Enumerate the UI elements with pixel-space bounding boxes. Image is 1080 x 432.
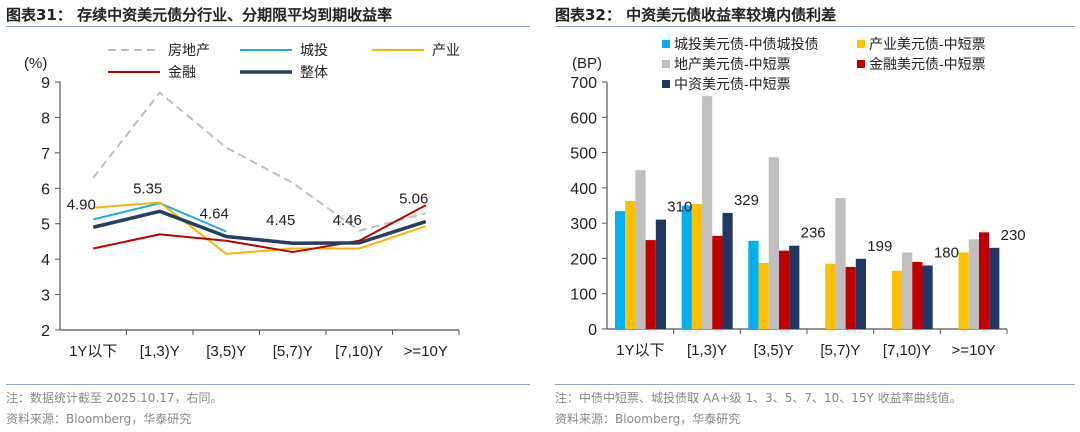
right-note: 注：中债中短票、城投债取 AA+级 1、3、5、7、10、15Y 收益率曲线值。 [555,391,962,405]
bar [778,250,790,329]
y-tick-label: 500 [570,146,597,163]
legend-swatch [662,60,670,68]
data-label: 230 [1001,227,1026,244]
bar [768,157,779,329]
x-tick-label: [1,3)Y [687,342,727,359]
x-tick-label: [7,10)Y [335,343,383,360]
series-line-房地产 [92,91,427,232]
right-title-rule [555,26,1075,27]
legend-label: 城投 [300,42,328,58]
bar [958,252,969,329]
bar [702,96,713,329]
data-label: 4.45 [266,212,295,229]
data-label: 199 [867,238,892,255]
right-chart-title: 图表32： 中资美元债收益率较境内债利差 [555,6,837,24]
series-line-产业 [93,201,427,255]
right-footer-rule [555,384,1075,385]
y-tick-label: 700 [570,75,597,92]
right-source: 资料来源：Bloomberg，华泰研究 [555,412,741,426]
bar [825,263,836,329]
bar [712,235,723,329]
legend-label: 产业 [432,42,460,58]
y-tick-label: 300 [570,216,597,233]
data-label: 4.64 [200,205,229,222]
y-tick-label: 2 [41,323,50,340]
bar [635,170,646,329]
y-axis-unit: (%) [24,55,47,72]
bar [855,258,866,329]
x-tick-label: >=10Y [404,343,448,360]
x-tick-label: [3,5)Y [754,342,794,359]
bar [625,200,636,329]
series-line-整体 [92,209,427,245]
bar [748,240,759,329]
bar [789,245,800,329]
bar [968,239,979,329]
data-label: 5.35 [133,180,162,197]
y-tick-label: 0 [588,322,597,339]
left-footer-rule [6,384,530,385]
legend-label: 中资美元债-中短票 [674,76,791,92]
bar [922,265,933,329]
bar [989,247,1000,329]
legend-label: 金融 [168,64,196,80]
series-line-金融 [93,204,427,254]
y-tick-label: 5 [41,217,50,234]
y-tick-label: 600 [570,110,597,127]
left-chart-title: 图表31： 存续中资美元债分行业、分期限平均到期收益率 [6,6,393,24]
y-tick-label: 200 [570,251,597,268]
x-tick-label: 1Y以下 [69,343,117,360]
legend-label: 城投美元债-中债城投债 [674,36,819,52]
y-tick-label: 400 [570,181,597,198]
bar [645,240,656,329]
bar [891,270,903,329]
data-label: 236 [801,225,826,242]
x-tick-label: [5,7)Y [273,343,313,360]
y-tick-label: 9 [41,75,50,92]
legend-label: 金融美元债-中短票 [869,56,986,72]
y-tick-label: 6 [41,181,50,198]
x-tick-label: [3,5)Y [206,343,246,360]
y-axis-unit: (BP) [572,55,602,72]
bar [912,261,923,329]
data-label: 180 [934,244,959,261]
x-tick-label: 1Y以下 [616,342,664,359]
legend-label: 整体 [300,64,328,80]
legend-label: 产业美元债-中短票 [869,36,986,52]
legend-swatch [857,60,865,68]
bar [655,219,666,329]
bar [615,211,626,329]
y-tick-label: 7 [41,146,50,163]
left-source: 资料来源：Bloomberg，华泰研究 [6,412,192,426]
bar [902,252,913,329]
legend-swatch [857,40,865,48]
data-label: 310 [667,199,692,216]
y-tick-label: 100 [570,287,597,304]
x-tick-label: [7,10)Y [883,342,931,359]
x-tick-label: >=10Y [952,342,996,359]
y-tick-label: 8 [41,110,50,127]
data-label: 4.46 [333,212,362,229]
legend-label: 地产美元债-中短票 [674,56,791,72]
x-tick-label: [1,3)Y [140,343,180,360]
bar [978,232,990,329]
bar [681,205,692,329]
y-tick-label: 3 [41,288,50,305]
legend-swatch [662,80,670,88]
bar [845,266,856,329]
left-title-rule [6,26,530,27]
left-note: 注：数据统计截至 2025.10.17，右同。 [6,391,223,405]
bar [758,263,769,329]
legend-swatch [662,40,670,48]
bar [691,204,703,329]
data-label: 4.90 [67,196,96,213]
x-tick-label: [5,7)Y [820,342,860,359]
data-label: 329 [734,192,759,209]
data-label: 5.06 [399,191,428,208]
legend-label: 房地产 [168,42,210,58]
y-tick-label: 4 [41,252,50,269]
bar [722,212,733,329]
bar [835,198,846,329]
